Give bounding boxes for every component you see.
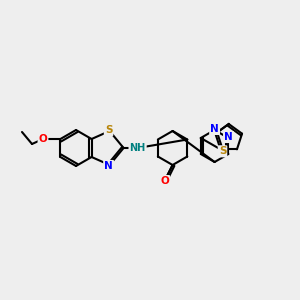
Text: N: N (104, 161, 113, 171)
Text: S: S (105, 125, 112, 135)
Text: O: O (160, 176, 169, 186)
Text: O: O (39, 134, 47, 144)
Text: N: N (210, 124, 219, 134)
Text: S: S (219, 146, 226, 156)
Text: NH: NH (130, 143, 146, 153)
Text: N: N (224, 132, 233, 142)
